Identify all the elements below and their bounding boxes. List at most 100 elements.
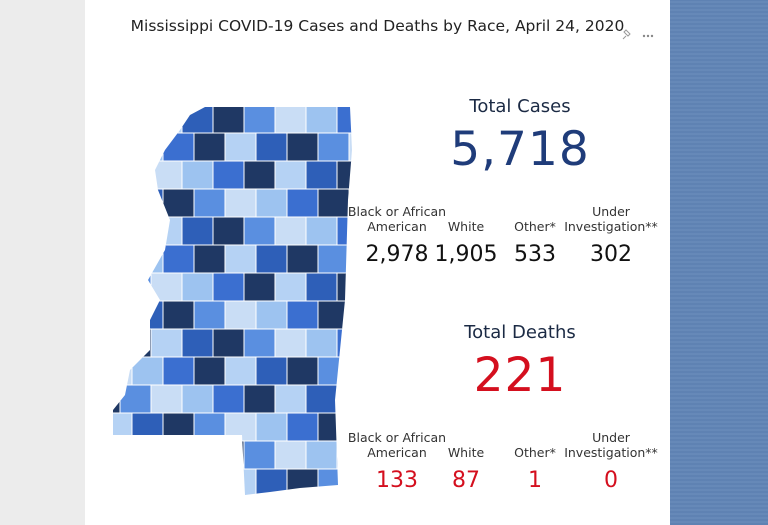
county <box>224 412 257 442</box>
county <box>150 440 183 470</box>
county <box>243 272 276 302</box>
race-value: 1,905 <box>434 242 498 267</box>
county <box>113 356 133 386</box>
county <box>162 244 195 274</box>
county <box>119 216 152 246</box>
county <box>305 272 338 302</box>
county <box>243 107 276 134</box>
county <box>150 272 183 302</box>
county <box>181 160 214 190</box>
county <box>255 356 288 386</box>
county <box>119 160 152 190</box>
county <box>255 412 288 442</box>
county <box>131 412 164 442</box>
county <box>181 440 214 470</box>
county <box>348 356 352 386</box>
county <box>212 216 245 246</box>
county <box>193 188 226 218</box>
county <box>243 440 276 470</box>
total-value: 5,718 <box>450 122 590 177</box>
pin-icon <box>622 29 631 40</box>
county <box>119 272 152 302</box>
county <box>255 468 288 495</box>
county <box>305 107 338 134</box>
county <box>286 356 319 386</box>
race-label: Other* <box>514 219 556 234</box>
county <box>119 384 152 414</box>
county <box>182 497 213 525</box>
county <box>162 300 195 330</box>
county <box>305 440 338 470</box>
section-heading: Total Deaths <box>464 322 576 343</box>
county <box>131 188 164 218</box>
county <box>317 300 350 330</box>
county <box>274 216 307 246</box>
report-title: Mississippi COVID-19 Cases and Deaths by… <box>130 17 625 35</box>
total-value: 221 <box>473 348 567 403</box>
county <box>243 216 276 246</box>
race-value: 87 <box>452 468 480 493</box>
race-label: Black or African American <box>347 430 447 460</box>
county <box>275 497 306 525</box>
county <box>317 412 350 442</box>
county <box>119 328 152 358</box>
county <box>348 132 352 162</box>
county <box>336 272 352 302</box>
county <box>113 244 133 274</box>
county <box>162 356 195 386</box>
county <box>255 132 288 162</box>
county <box>336 384 352 414</box>
county <box>150 328 183 358</box>
county <box>286 468 319 495</box>
county <box>213 497 244 525</box>
county <box>274 160 307 190</box>
county <box>212 107 245 134</box>
county <box>243 160 276 190</box>
county <box>286 244 319 274</box>
county <box>317 356 350 386</box>
county <box>255 244 288 274</box>
county <box>224 468 257 495</box>
county <box>255 188 288 218</box>
county <box>113 300 133 330</box>
county <box>113 160 121 190</box>
county <box>113 272 121 302</box>
county <box>120 497 151 525</box>
county <box>274 272 307 302</box>
county <box>274 107 307 134</box>
race-label: Other* <box>514 445 556 460</box>
county <box>113 188 133 218</box>
county <box>131 300 164 330</box>
county <box>113 412 133 442</box>
race-value: 133 <box>376 468 418 493</box>
county <box>337 497 368 525</box>
county <box>193 300 226 330</box>
county <box>212 440 245 470</box>
county <box>336 107 352 134</box>
county <box>224 132 257 162</box>
menu-icon <box>642 34 654 38</box>
county <box>193 244 226 274</box>
county <box>113 468 133 495</box>
county <box>243 384 276 414</box>
county <box>317 244 350 274</box>
county-map <box>89 107 368 525</box>
county <box>151 497 182 525</box>
county <box>305 384 338 414</box>
county <box>89 497 120 525</box>
county <box>224 300 257 330</box>
county <box>317 468 350 495</box>
county <box>131 244 164 274</box>
race-value: 302 <box>590 242 632 267</box>
county <box>212 328 245 358</box>
race-value: 1 <box>528 468 542 493</box>
county <box>244 497 275 525</box>
county <box>274 384 307 414</box>
county <box>181 216 214 246</box>
county <box>306 497 337 525</box>
section-heading: Total Cases <box>469 96 571 117</box>
county <box>317 132 350 162</box>
county <box>150 107 183 134</box>
